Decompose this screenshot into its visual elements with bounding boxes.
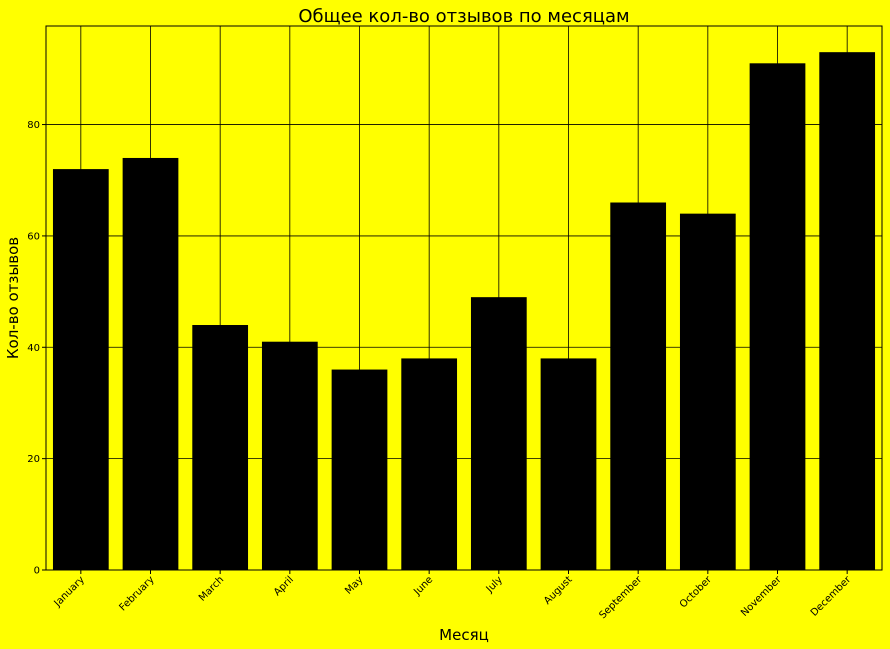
- bar-october: [679, 213, 736, 571]
- bar-august: [540, 358, 597, 570]
- chart-title: Общее кол-во отзывов по месяцам: [298, 6, 629, 27]
- bar-july: [470, 297, 527, 570]
- x-axis-label: Месяц: [439, 626, 489, 644]
- bar-september: [610, 202, 667, 570]
- y-axis-label: Кол-во отзывов: [4, 237, 22, 359]
- y-tick-label: 0: [34, 566, 40, 577]
- y-tick-label: 20: [27, 454, 40, 465]
- y-tick-label: 40: [27, 343, 40, 354]
- bar-june: [401, 358, 458, 570]
- bar-november: [749, 63, 806, 571]
- bar-december: [819, 52, 876, 570]
- bar-march: [192, 325, 249, 570]
- plot-frame: [45, 25, 883, 571]
- y-axis-ticks: 0 20 40 60 80: [27, 120, 46, 577]
- bar-may: [331, 369, 388, 570]
- bars: [52, 52, 876, 571]
- y-tick-label: 80: [27, 120, 40, 131]
- bar-april: [261, 341, 318, 570]
- y-tick-label: 60: [27, 231, 40, 242]
- bar-february: [122, 157, 179, 571]
- bar-january: [52, 169, 109, 570]
